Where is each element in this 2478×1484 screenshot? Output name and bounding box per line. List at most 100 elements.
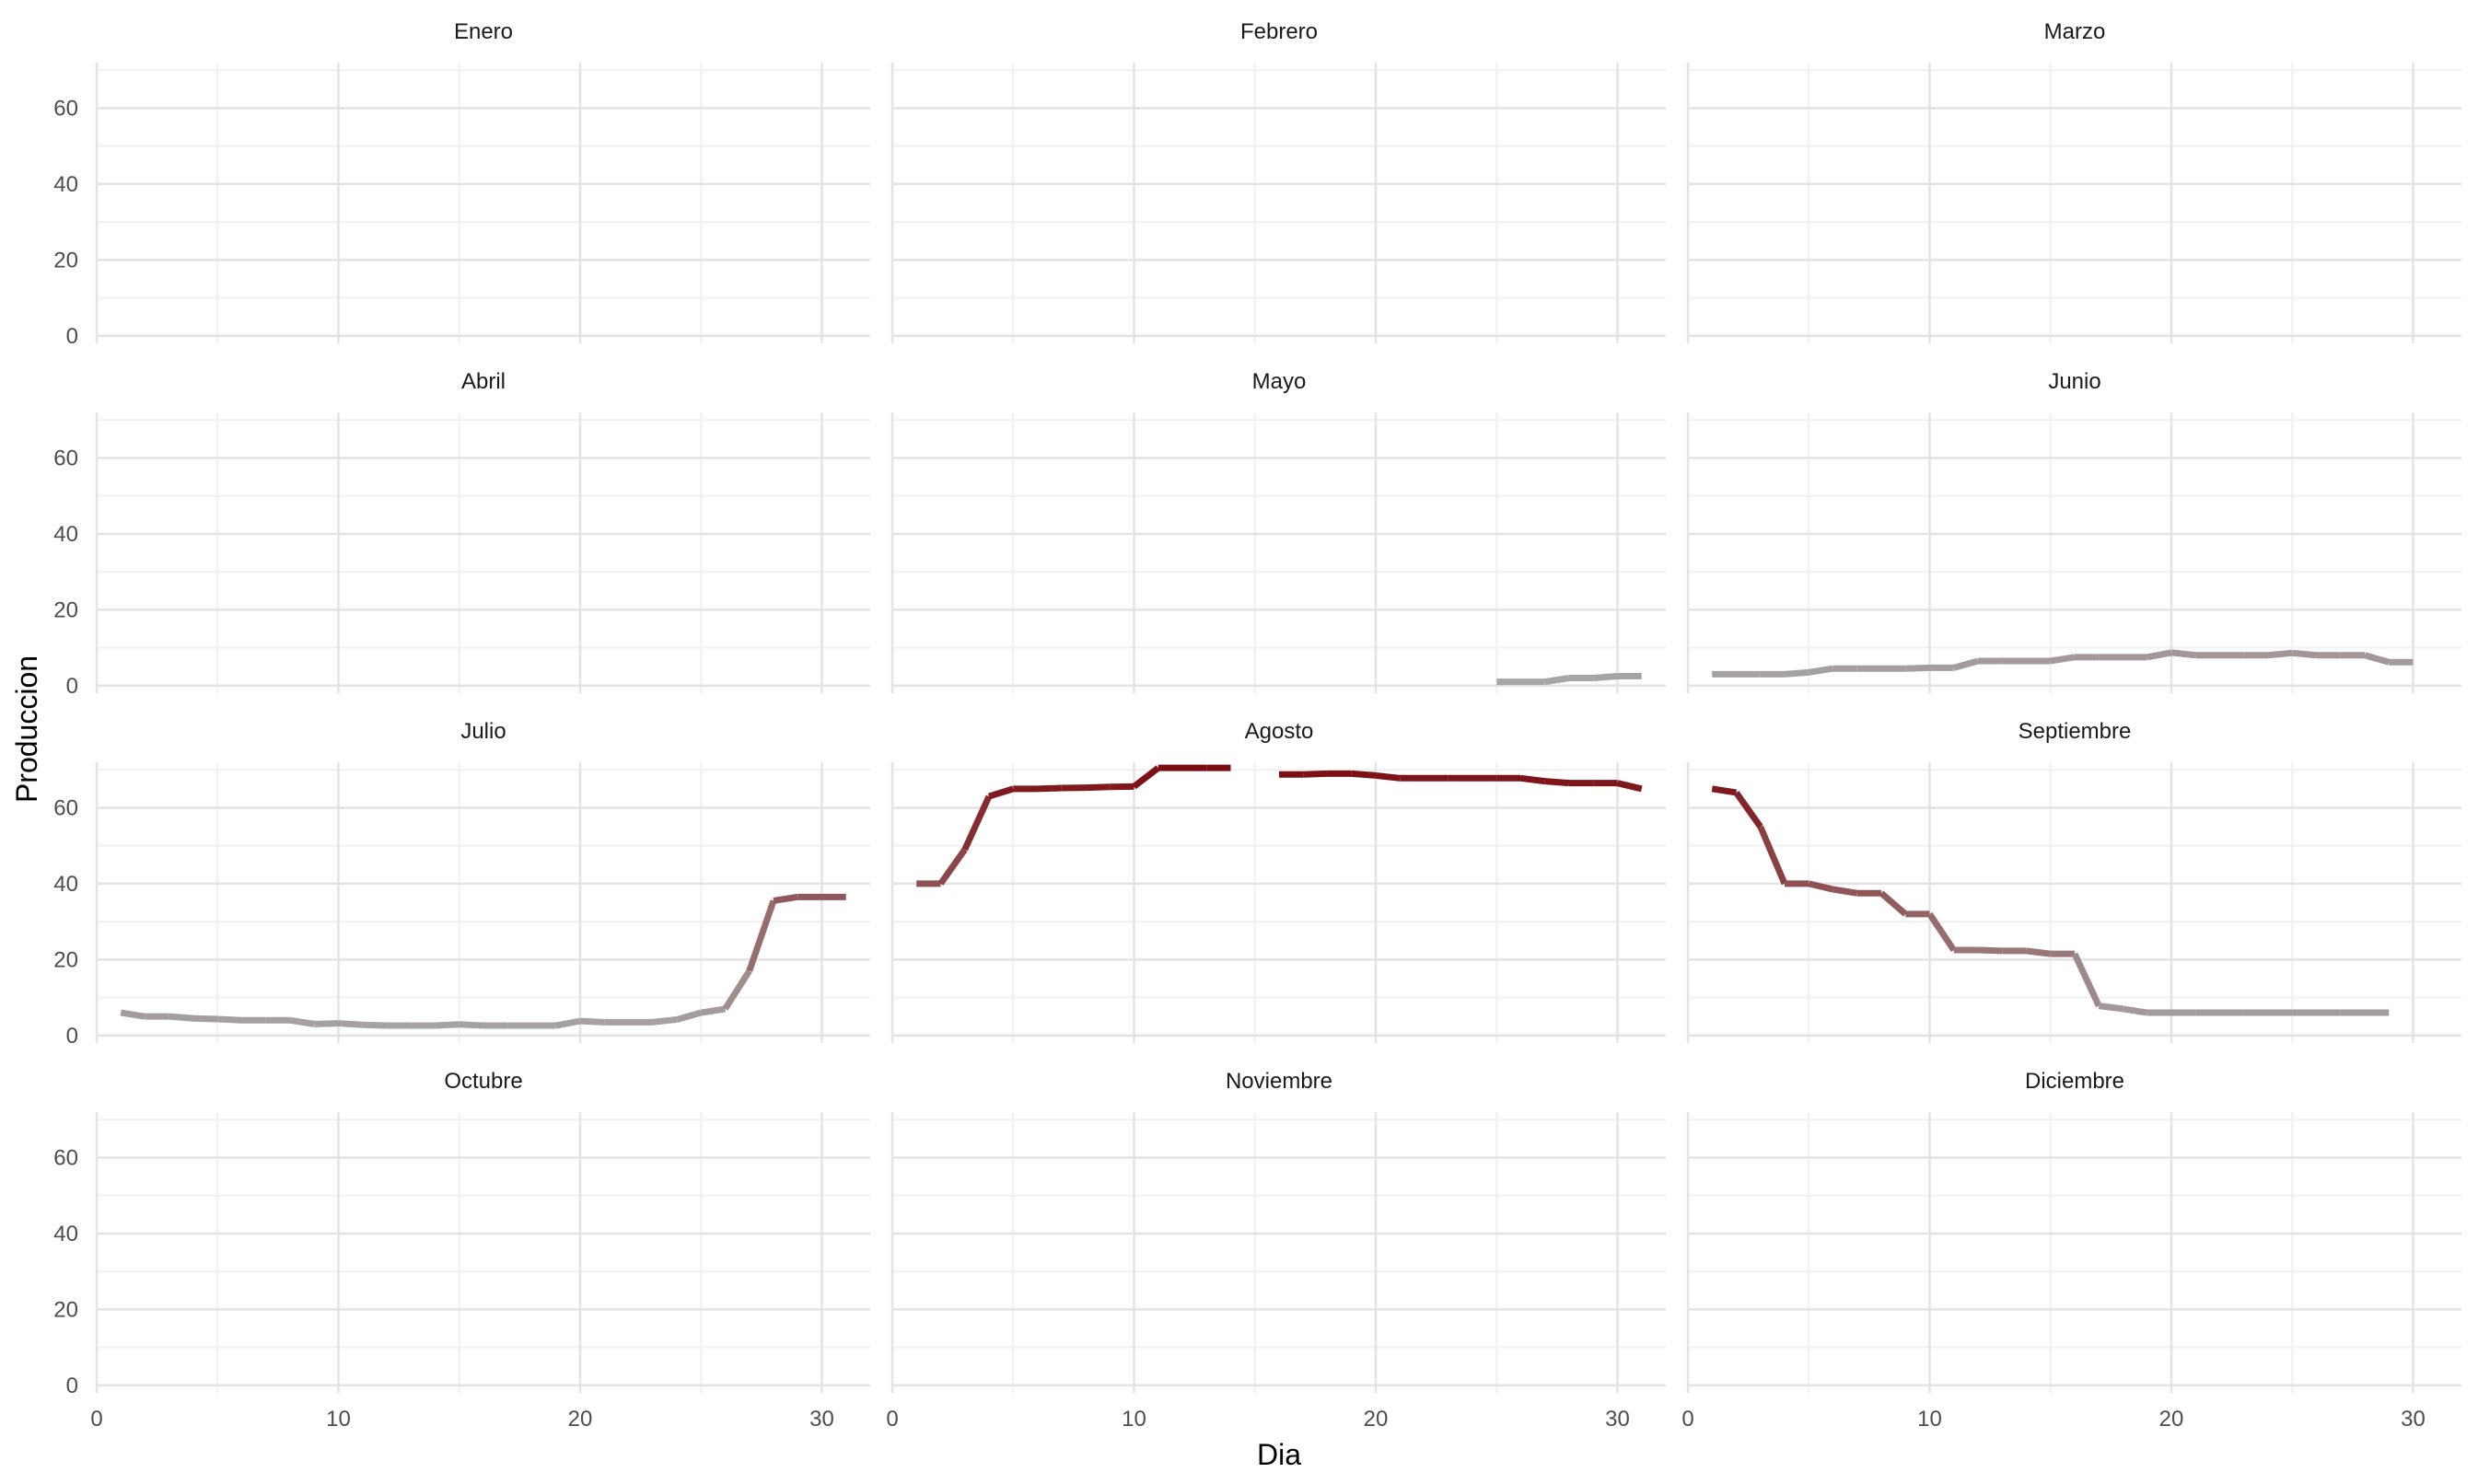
line-segment-agosto <box>1085 783 1111 792</box>
line-segment-agosto <box>1520 774 1546 785</box>
line-segment-julio <box>676 1009 703 1023</box>
line-segment-septiembre <box>2122 1005 2148 1016</box>
line-segment-junio <box>2267 649 2293 659</box>
y-tick-label: 20 <box>53 597 78 622</box>
line-segment-junio <box>1952 657 1979 671</box>
line-segment-julio <box>773 893 798 904</box>
line-segment-julio <box>169 1013 194 1022</box>
x-tick-label: 0 <box>886 1407 898 1432</box>
line-segment-agosto <box>1132 765 1160 790</box>
line-segment-agosto <box>961 794 993 852</box>
panel-title-febrero: Febrero <box>1240 19 1318 44</box>
line-segment-julio <box>217 1015 242 1024</box>
line-segment-septiembre <box>2071 952 2102 1008</box>
panel-title-julio: Julio <box>460 719 506 744</box>
line-segment-junio <box>2146 649 2172 661</box>
panel-title-octubre: Octubre <box>444 1069 522 1094</box>
line-segment-julio <box>652 1015 678 1026</box>
line-segment-agosto <box>1616 780 1643 793</box>
line-segment-junio <box>1905 664 1930 672</box>
y-tick-label: 60 <box>53 795 78 820</box>
line-segment-junio <box>1784 668 1809 678</box>
panel-title-septiembre: Septiembre <box>2018 719 2132 744</box>
line-segment-septiembre <box>1757 825 1788 886</box>
series-layer <box>120 649 2414 1029</box>
line-segment-julio <box>338 1020 363 1028</box>
grid-layer <box>95 63 2461 1393</box>
line-segment-junio <box>2170 649 2196 659</box>
x-tick-label: 20 <box>2159 1407 2184 1432</box>
line-segment-julio <box>192 1014 218 1023</box>
x-tick-label: 10 <box>1122 1407 1146 1432</box>
line-segment-julio <box>435 1021 460 1029</box>
line-segment-septiembre <box>1808 880 1834 893</box>
line-segment-septiembre <box>1879 890 1908 917</box>
x-axis-title: Dia <box>1257 1438 1301 1471</box>
panel-title-abril: Abril <box>461 369 506 394</box>
line-segment-agosto <box>987 785 1015 800</box>
y-tick-label: 20 <box>53 1297 78 1322</box>
panel-title-mayo: Mayo <box>1252 369 1307 394</box>
y-tick-label: 0 <box>66 324 78 349</box>
panel-title-diciembre: Diciembre <box>2025 1069 2124 1094</box>
y-tick-label: 0 <box>66 1024 78 1049</box>
x-tick-label: 20 <box>1364 1407 1389 1432</box>
line-segment-agosto <box>1303 770 1328 778</box>
panel-title-junio: Junio <box>2048 369 2100 394</box>
line-segment-julio <box>555 1017 581 1029</box>
panel-title-agosto: Agosto <box>1245 719 1314 744</box>
line-segment-julio <box>459 1021 484 1029</box>
line-segment-julio <box>289 1016 315 1027</box>
line-segment-junio <box>2050 654 2076 665</box>
line-segment-mayo <box>1592 672 1618 682</box>
line-segment-septiembre <box>1711 785 1738 796</box>
y-tick-label: 40 <box>53 872 78 897</box>
line-segment-septiembre <box>1926 911 1957 952</box>
line-segment-mayo <box>1544 675 1570 686</box>
panel-title-marzo: Marzo <box>2044 19 2106 44</box>
line-segment-julio <box>362 1021 388 1029</box>
line-segment-agosto <box>1037 784 1062 793</box>
line-segment-agosto <box>937 847 968 886</box>
line-segment-julio <box>314 1020 339 1027</box>
line-segment-septiembre <box>1733 790 1763 829</box>
y-tick-label: 40 <box>53 172 78 197</box>
y-tick-label: 60 <box>53 446 78 470</box>
line-segment-julio <box>700 1005 727 1016</box>
x-tick-label: 0 <box>1681 1407 1693 1432</box>
line-segment-junio <box>2364 652 2391 666</box>
x-tick-label: 30 <box>2401 1407 2426 1432</box>
line-segment-septiembre <box>1977 946 2003 955</box>
y-tick-label: 60 <box>53 1145 78 1170</box>
line-segment-julio <box>722 968 752 1011</box>
line-segment-julio <box>746 899 777 972</box>
line-segment-junio <box>1808 665 1834 676</box>
y-tick-label: 0 <box>66 674 78 699</box>
y-tick-label: 20 <box>53 248 78 272</box>
line-segment-junio <box>2291 649 2317 659</box>
line-segment-septiembre <box>1832 886 1858 897</box>
y-axis-title: Produccion <box>10 655 43 803</box>
line-segment-julio <box>120 1009 146 1020</box>
line-segment-septiembre <box>2098 1003 2123 1013</box>
y-tick-label: 60 <box>53 96 78 121</box>
panel-title-enero: Enero <box>454 19 513 44</box>
label-layer: Enero 0 20 40 60 Febrero Marzo Abril 0 20 40 60 Mayo… <box>53 19 2426 1432</box>
line-segment-agosto <box>1351 770 1377 779</box>
x-tick-label: 30 <box>1605 1407 1630 1432</box>
y-tick-label: 0 <box>66 1374 78 1398</box>
line-segment-agosto <box>1375 771 1401 782</box>
x-tick-label: 10 <box>326 1407 351 1432</box>
x-tick-label: 10 <box>1917 1407 1942 1432</box>
x-tick-label: 0 <box>90 1407 102 1432</box>
y-tick-label: 40 <box>53 522 78 547</box>
y-tick-label: 40 <box>53 1222 78 1246</box>
x-tick-label: 20 <box>568 1407 593 1432</box>
line-segment-septiembre <box>2026 947 2052 957</box>
y-tick-label: 20 <box>53 947 78 972</box>
panel-title-noviembre: Noviembre <box>1226 1069 1332 1094</box>
x-tick-label: 30 <box>809 1407 834 1432</box>
line-segment-agosto <box>1544 778 1570 787</box>
